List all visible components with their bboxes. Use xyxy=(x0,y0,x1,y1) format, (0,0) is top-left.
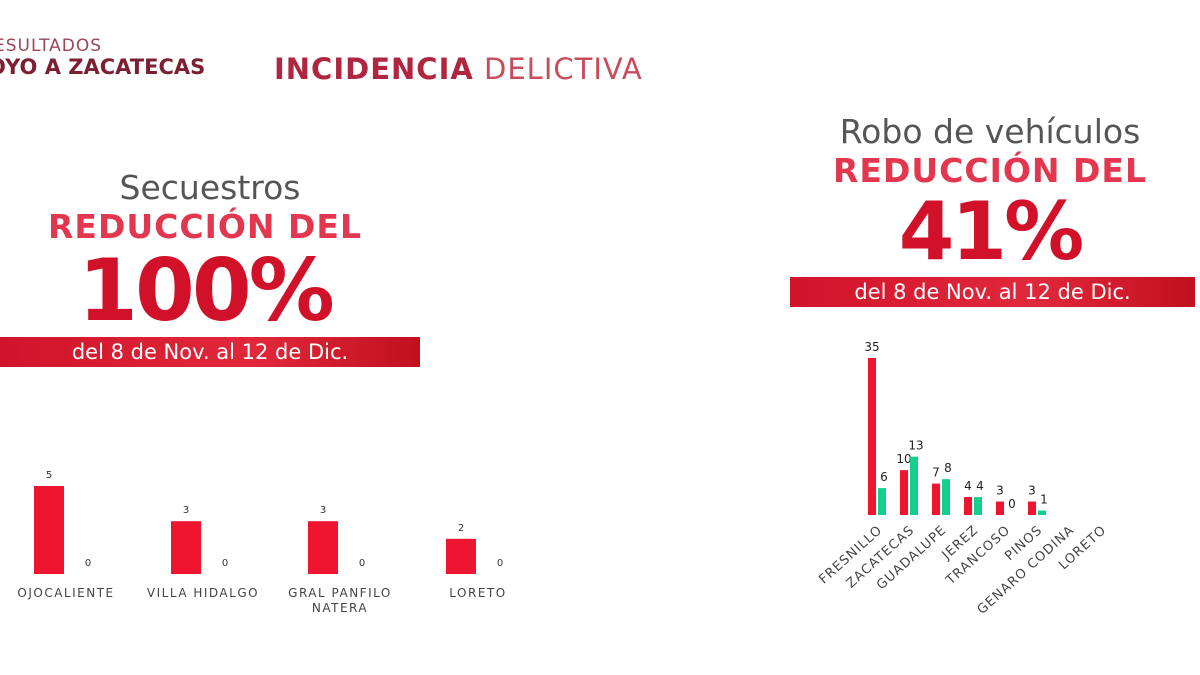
robo-bar-current xyxy=(878,488,886,515)
robo-bar-prior xyxy=(932,483,940,515)
secuestros-category-label: NATERA xyxy=(312,601,368,615)
secuestros-value-label: 5 xyxy=(46,470,52,481)
secuestros-period-banner: del 8 de Nov. al 12 de Dic. xyxy=(0,337,420,367)
header-program: ESULTADOS OYO A ZACATECAS xyxy=(0,38,205,78)
robo-percent: 41% xyxy=(898,185,1084,278)
robo-bar-prior xyxy=(964,497,972,515)
robo-bar-prior xyxy=(1028,501,1036,515)
robo-period-banner: del 8 de Nov. al 12 de Dic. xyxy=(790,277,1195,307)
secuestros-headline: REDUCCIÓN DEL xyxy=(48,207,362,246)
header-line-2: OYO A ZACATECAS xyxy=(0,55,206,79)
robo-value-label: 35 xyxy=(864,340,879,354)
robo-bar-prior xyxy=(868,358,876,515)
secuestros-value-label: 0 xyxy=(497,558,503,569)
robo-value-label: 0 xyxy=(1008,497,1016,511)
robo-value-label: 10 xyxy=(896,452,911,466)
secuestros-bar-chart: 5 0 OJOCALIENTE 3 0 VILLA HIDALGO 3 0 GRAL PANFI… xyxy=(17,470,506,615)
secuestros-value-label: 0 xyxy=(222,558,228,569)
secuestros-category-label: VILLA HIDALGO xyxy=(147,586,259,600)
secuestros-category-label: LORETO xyxy=(449,586,506,600)
secuestros-percent: 100% xyxy=(78,241,335,341)
robo-value-label: 6 xyxy=(880,470,888,484)
secuestros-value-label: 0 xyxy=(85,558,91,569)
secuestros-bar-prior xyxy=(308,521,338,574)
secuestros-summary: Secuestros REDUCCIÓN DEL 100% xyxy=(0,168,410,334)
secuestros-bar-prior xyxy=(446,538,476,574)
secuestros-value-label: 2 xyxy=(458,523,464,534)
secuestros-category-label: GRAL PANFILO xyxy=(288,586,392,600)
robo-subtitle: Robo de vehículos xyxy=(839,112,1141,151)
robo-bar-prior xyxy=(996,501,1004,515)
header-line-1: ESULTADOS xyxy=(0,36,103,56)
robo-value-label: 3 xyxy=(1028,484,1036,498)
secuestros-value-label: 3 xyxy=(183,505,189,516)
robo-value-label: 4 xyxy=(964,479,972,493)
secuestros-bar-prior xyxy=(34,486,64,574)
robo-value-label: 3 xyxy=(996,484,1004,498)
robo-bar-prior xyxy=(900,470,908,515)
secuestros-value-label: 0 xyxy=(359,558,365,569)
secuestros-category-label: OJOCALIENTE xyxy=(17,586,114,600)
secuestros-value-label: 3 xyxy=(320,505,326,516)
robo-value-label: 7 xyxy=(932,466,940,480)
robo-bar-current xyxy=(942,479,950,515)
robo-headline: REDUCCIÓN DEL xyxy=(833,151,1147,190)
robo-value-label: 13 xyxy=(908,439,923,453)
page-title-light: DELICTIVA xyxy=(484,52,643,86)
robo-summary: Robo de vehículos REDUCCIÓN DEL 41% xyxy=(790,112,1190,272)
page-title: INCIDENCIA DELICTIVA xyxy=(274,52,643,86)
secuestros-bar-prior xyxy=(171,521,201,574)
robo-value-label: 8 xyxy=(944,461,952,475)
robo-bar-current xyxy=(910,456,918,515)
robo-value-label: 1 xyxy=(1040,493,1048,507)
robo-value-label: 4 xyxy=(976,479,984,493)
secuestros-subtitle: Secuestros xyxy=(119,168,301,207)
robo-bar-current xyxy=(1038,510,1046,515)
robo-bar-current xyxy=(974,497,982,515)
page-title-bold: INCIDENCIA xyxy=(274,52,474,86)
